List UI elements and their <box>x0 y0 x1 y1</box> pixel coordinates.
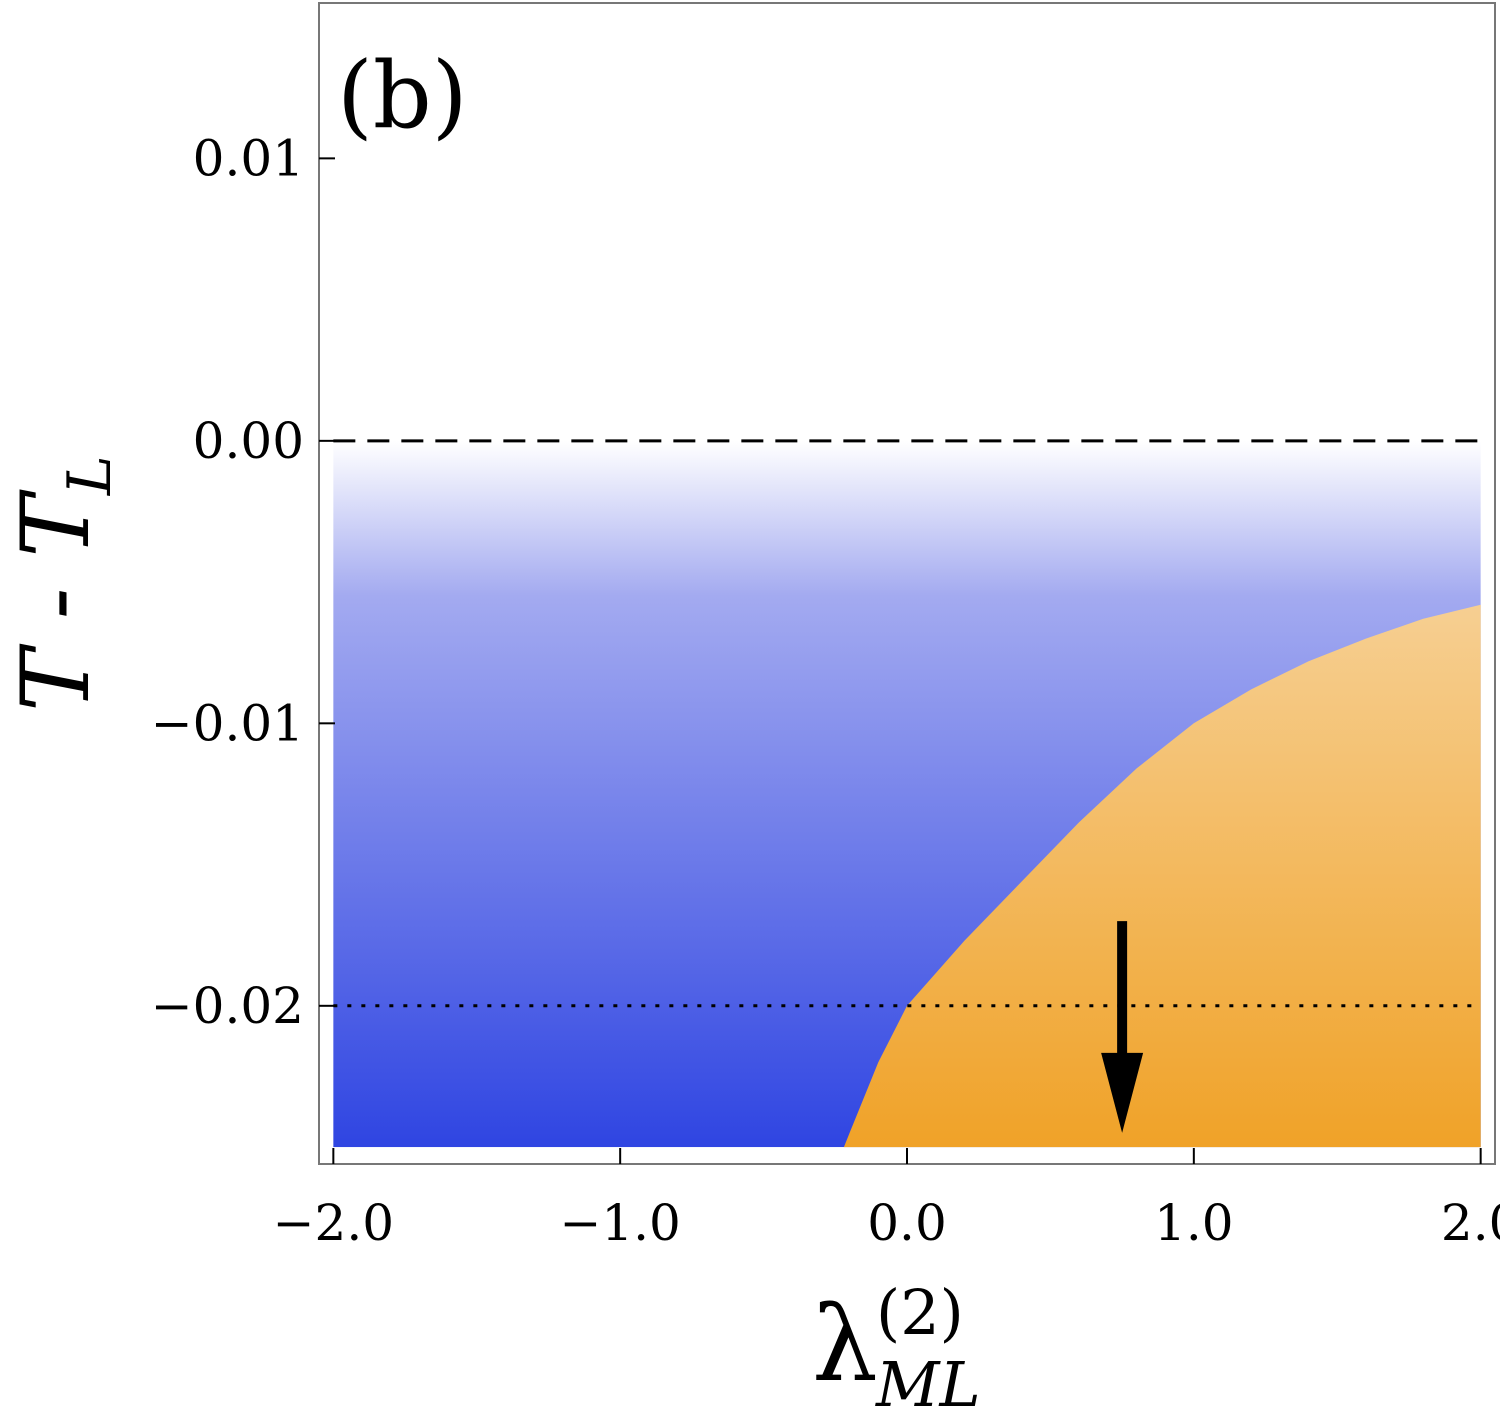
x-axis-label-superscript: (2) <box>876 1276 964 1349</box>
arrow <box>1101 921 1144 1133</box>
x-tick-label: −1.0 <box>559 1194 680 1252</box>
arrow-head <box>1101 1052 1144 1133</box>
x-tick-label: 2.0 <box>1441 1194 1500 1252</box>
x-tick-label: 1.0 <box>1154 1194 1234 1252</box>
y-axis-label: T - TL <box>2 455 125 712</box>
x-axis-label-subscript: ML <box>875 1348 981 1416</box>
x-tick-label: 0.0 <box>867 1194 947 1252</box>
x-axis: −2.0 −1.0 0.0 1.0 2.0 <box>273 1148 1500 1252</box>
panel-label: (b) <box>337 42 468 149</box>
y-tick-label: 0.00 <box>193 412 304 470</box>
y-tick-label: 0.01 <box>193 129 304 187</box>
y-tick-label: −0.01 <box>151 694 304 752</box>
y-axis-label-main: T - T <box>2 489 111 712</box>
y-axis: 0.01 0.00 −0.01 −0.02 <box>151 129 335 1035</box>
x-axis-label-main: λ <box>812 1283 878 1405</box>
y-tick-label: −0.02 <box>151 977 304 1035</box>
y-axis-label-subscript: L <box>55 455 125 496</box>
x-tick-label: −2.0 <box>273 1194 394 1252</box>
x-axis-label: λ (2) ML <box>812 1276 981 1416</box>
orange-phase-region <box>843 604 1481 1148</box>
